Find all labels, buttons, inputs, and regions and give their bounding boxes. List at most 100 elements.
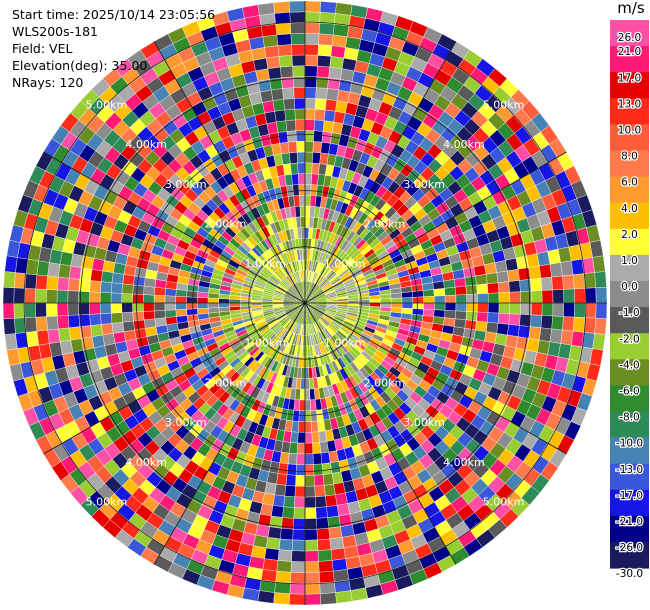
velocity-gate	[294, 299, 305, 303]
velocity-gate	[296, 151, 306, 164]
velocity-gate	[312, 442, 321, 454]
velocity-gate	[4, 333, 18, 351]
colorbar-segment	[610, 46, 649, 73]
velocity-gate	[154, 287, 166, 296]
velocity-gate	[320, 451, 331, 465]
velocity-gate	[298, 282, 303, 293]
nrays-label: NRays: 120	[12, 75, 84, 90]
azimuth-spoke	[304, 302, 567, 455]
velocity-gate	[24, 316, 38, 333]
velocity-gate	[304, 550, 319, 563]
velocity-gate	[315, 305, 327, 309]
velocity-gate	[313, 288, 322, 297]
velocity-gate	[304, 162, 313, 174]
velocity-gate	[316, 65, 330, 78]
colorbar-tick-label: -30.0	[616, 568, 643, 580]
velocity-gate	[207, 302, 220, 309]
velocity-gate	[307, 281, 311, 293]
colorbar-tick-label: -2.0	[619, 333, 640, 345]
colorbar-tick-label: -6.0	[619, 386, 640, 398]
velocity-gate	[306, 313, 309, 325]
velocity-gate	[35, 302, 47, 318]
velocity-gate	[318, 570, 335, 584]
velocity-gate	[290, 431, 299, 444]
range-ring-label: 4.00km	[125, 456, 167, 469]
velocity-gate	[497, 312, 510, 325]
velocity-gate	[290, 572, 306, 584]
velocity-gate	[466, 302, 478, 313]
velocity-gate	[434, 295, 446, 304]
velocity-gate	[285, 119, 297, 132]
velocity-gate	[294, 97, 306, 110]
velocity-gate	[280, 65, 294, 78]
azimuth-spoke	[304, 302, 457, 565]
velocity-gate	[507, 324, 520, 337]
colorbar-tick-label: 26.0	[618, 32, 641, 44]
velocity-gate	[186, 302, 198, 310]
velocity-gate	[299, 388, 306, 401]
velocity-gate	[309, 283, 315, 294]
velocity-gate	[401, 291, 413, 299]
velocity-gate	[305, 292, 307, 303]
velocity-gate	[285, 474, 297, 487]
velocity-gate	[584, 287, 597, 304]
velocity-gate	[304, 507, 317, 519]
velocity-gate	[540, 276, 553, 291]
velocity-gate	[304, 97, 316, 110]
velocity-gate	[434, 302, 446, 311]
velocity-gate	[67, 302, 79, 316]
velocity-gate	[312, 152, 321, 164]
velocity-gate	[304, 582, 321, 595]
velocity-gate	[318, 430, 328, 443]
velocity-gate	[294, 303, 305, 306]
velocity-gate	[36, 329, 50, 346]
colorbar-tick-label: 6.0	[621, 177, 638, 189]
colorbar-tick-label: 1.0	[621, 255, 638, 267]
velocity-gate	[264, 547, 280, 561]
velocity-gate	[275, 570, 292, 584]
velocity-gate	[175, 296, 187, 304]
velocity-gate	[291, 43, 306, 56]
velocity-gate	[422, 289, 435, 297]
velocity-gate	[68, 265, 82, 280]
velocity-gate	[301, 303, 305, 314]
velocity-gate	[290, 311, 299, 320]
velocity-gate	[318, 560, 334, 573]
velocity-gate	[311, 285, 319, 295]
velocity-gate	[305, 303, 316, 307]
velocity-gate	[305, 292, 309, 303]
velocity-gate	[530, 314, 543, 328]
velocity-gate	[287, 289, 297, 297]
velocity-gate	[89, 291, 101, 304]
velocity-gate	[305, 303, 308, 314]
velocity-gate	[306, 281, 309, 293]
velocity-gate	[332, 569, 350, 583]
velocity-gate	[551, 315, 564, 331]
range-ring-label: 3.00km	[403, 178, 445, 191]
colorbar-segment	[610, 542, 649, 569]
velocity-gate	[110, 312, 123, 324]
velocity-gate	[294, 300, 305, 303]
velocity-gate	[207, 307, 220, 314]
velocity-gate	[315, 298, 327, 302]
velocity-gate	[314, 306, 326, 312]
velocity-gate	[301, 292, 305, 303]
velocity-gate	[121, 293, 133, 304]
velocity-gate	[304, 345, 309, 358]
velocity-gate	[594, 318, 607, 335]
velocity-gate	[317, 549, 333, 562]
velocity-gate	[484, 262, 497, 275]
velocity-gate	[296, 282, 302, 294]
velocity-gate	[301, 281, 304, 293]
velocity-gate	[164, 288, 177, 297]
velocity-gate	[90, 324, 103, 337]
velocity-gate	[498, 292, 511, 304]
field-label: Field: VEL	[12, 41, 73, 56]
velocity-gate	[67, 290, 79, 304]
velocity-gate	[369, 298, 381, 304]
velocity-gate	[308, 312, 314, 324]
velocity-gate	[313, 289, 323, 297]
velocity-gate	[229, 302, 241, 308]
velocity-gate	[311, 286, 320, 295]
velocity-gate	[574, 288, 586, 304]
